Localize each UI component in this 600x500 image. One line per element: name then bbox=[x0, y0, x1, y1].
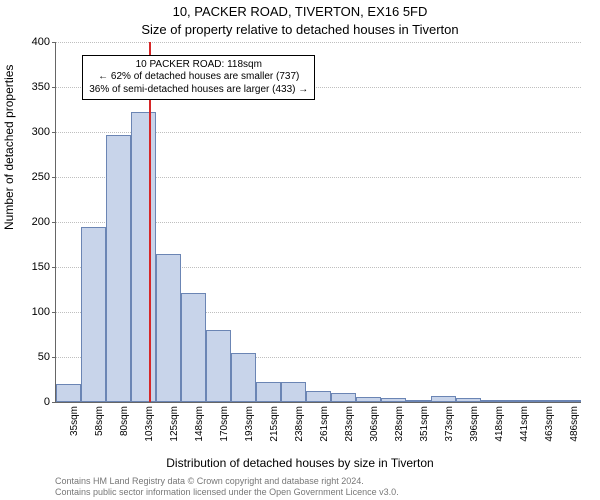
x-tick-label: 283sqm bbox=[344, 406, 355, 442]
x-tick-label: 441sqm bbox=[519, 406, 530, 442]
x-tick-label: 238sqm bbox=[294, 406, 305, 442]
x-tick-label: 148sqm bbox=[194, 406, 205, 442]
x-tick-label: 58sqm bbox=[94, 406, 105, 436]
histogram-bar bbox=[481, 400, 506, 402]
y-tick-label: 100 bbox=[32, 306, 50, 318]
histogram-bar bbox=[506, 400, 531, 402]
x-tick-label: 103sqm bbox=[144, 406, 155, 442]
gridline bbox=[56, 42, 581, 43]
attribution-text: Contains HM Land Registry data © Crown c… bbox=[55, 476, 580, 498]
x-tick-label: 215sqm bbox=[269, 406, 280, 442]
histogram-bar bbox=[431, 396, 456, 402]
x-tick-label: 396sqm bbox=[469, 406, 480, 442]
x-tick-label: 80sqm bbox=[119, 406, 130, 436]
y-axis-label: Number of detached properties bbox=[2, 65, 16, 230]
histogram-bar bbox=[381, 398, 406, 403]
x-tick-label: 486sqm bbox=[569, 406, 580, 442]
annotation-line-3: 36% of semi-detached houses are larger (… bbox=[89, 84, 308, 97]
x-tick-label: 35sqm bbox=[69, 406, 80, 436]
y-tick-label: 250 bbox=[32, 171, 50, 183]
histogram-bar bbox=[406, 400, 431, 402]
x-tick-label: 170sqm bbox=[219, 406, 230, 442]
chart-container: 10, PACKER ROAD, TIVERTON, EX16 5FD Size… bbox=[0, 0, 600, 500]
attribution-line-1: Contains HM Land Registry data © Crown c… bbox=[55, 476, 580, 487]
histogram-bar bbox=[56, 384, 81, 402]
x-tick-label: 125sqm bbox=[169, 406, 180, 442]
x-tick-label: 418sqm bbox=[494, 406, 505, 442]
y-tick-label: 0 bbox=[44, 396, 50, 408]
histogram-bar bbox=[531, 400, 556, 402]
annotation-box: 10 PACKER ROAD: 118sqm← 62% of detached … bbox=[82, 55, 315, 101]
histogram-bar bbox=[206, 330, 231, 402]
y-tick-label: 150 bbox=[32, 261, 50, 273]
histogram-bar bbox=[456, 398, 481, 403]
x-axis-label: Distribution of detached houses by size … bbox=[0, 456, 600, 470]
x-tick-label: 463sqm bbox=[544, 406, 555, 442]
histogram-bar bbox=[231, 353, 256, 403]
histogram-bar bbox=[106, 135, 131, 402]
chart-title-main: 10, PACKER ROAD, TIVERTON, EX16 5FD bbox=[0, 4, 600, 19]
x-tick-label: 351sqm bbox=[419, 406, 430, 442]
histogram-bar bbox=[356, 397, 381, 402]
y-tick-label: 300 bbox=[32, 126, 50, 138]
x-tick-label: 328sqm bbox=[394, 406, 405, 442]
histogram-bar bbox=[81, 227, 106, 403]
chart-title-sub: Size of property relative to detached ho… bbox=[0, 22, 600, 37]
y-tick-label: 200 bbox=[32, 216, 50, 228]
histogram-bar bbox=[281, 382, 306, 402]
y-tick-label: 400 bbox=[32, 36, 50, 48]
attribution-line-2: Contains public sector information licen… bbox=[55, 487, 580, 498]
annotation-line-1: 10 PACKER ROAD: 118sqm bbox=[89, 59, 308, 72]
plot-area: 05010015020025030035040035sqm58sqm80sqm1… bbox=[55, 42, 581, 403]
histogram-bar bbox=[156, 254, 181, 402]
histogram-bar bbox=[131, 112, 156, 402]
histogram-bar bbox=[306, 391, 331, 402]
x-tick-label: 306sqm bbox=[369, 406, 380, 442]
x-tick-label: 373sqm bbox=[444, 406, 455, 442]
histogram-bar bbox=[181, 293, 206, 402]
histogram-bar bbox=[256, 382, 281, 402]
x-tick-label: 193sqm bbox=[244, 406, 255, 442]
histogram-bar bbox=[331, 393, 356, 402]
y-tick-label: 50 bbox=[38, 351, 50, 363]
histogram-bar bbox=[556, 400, 581, 402]
annotation-line-2: ← 62% of detached houses are smaller (73… bbox=[89, 71, 308, 84]
y-tick-label: 350 bbox=[32, 81, 50, 93]
x-tick-label: 261sqm bbox=[319, 406, 330, 442]
